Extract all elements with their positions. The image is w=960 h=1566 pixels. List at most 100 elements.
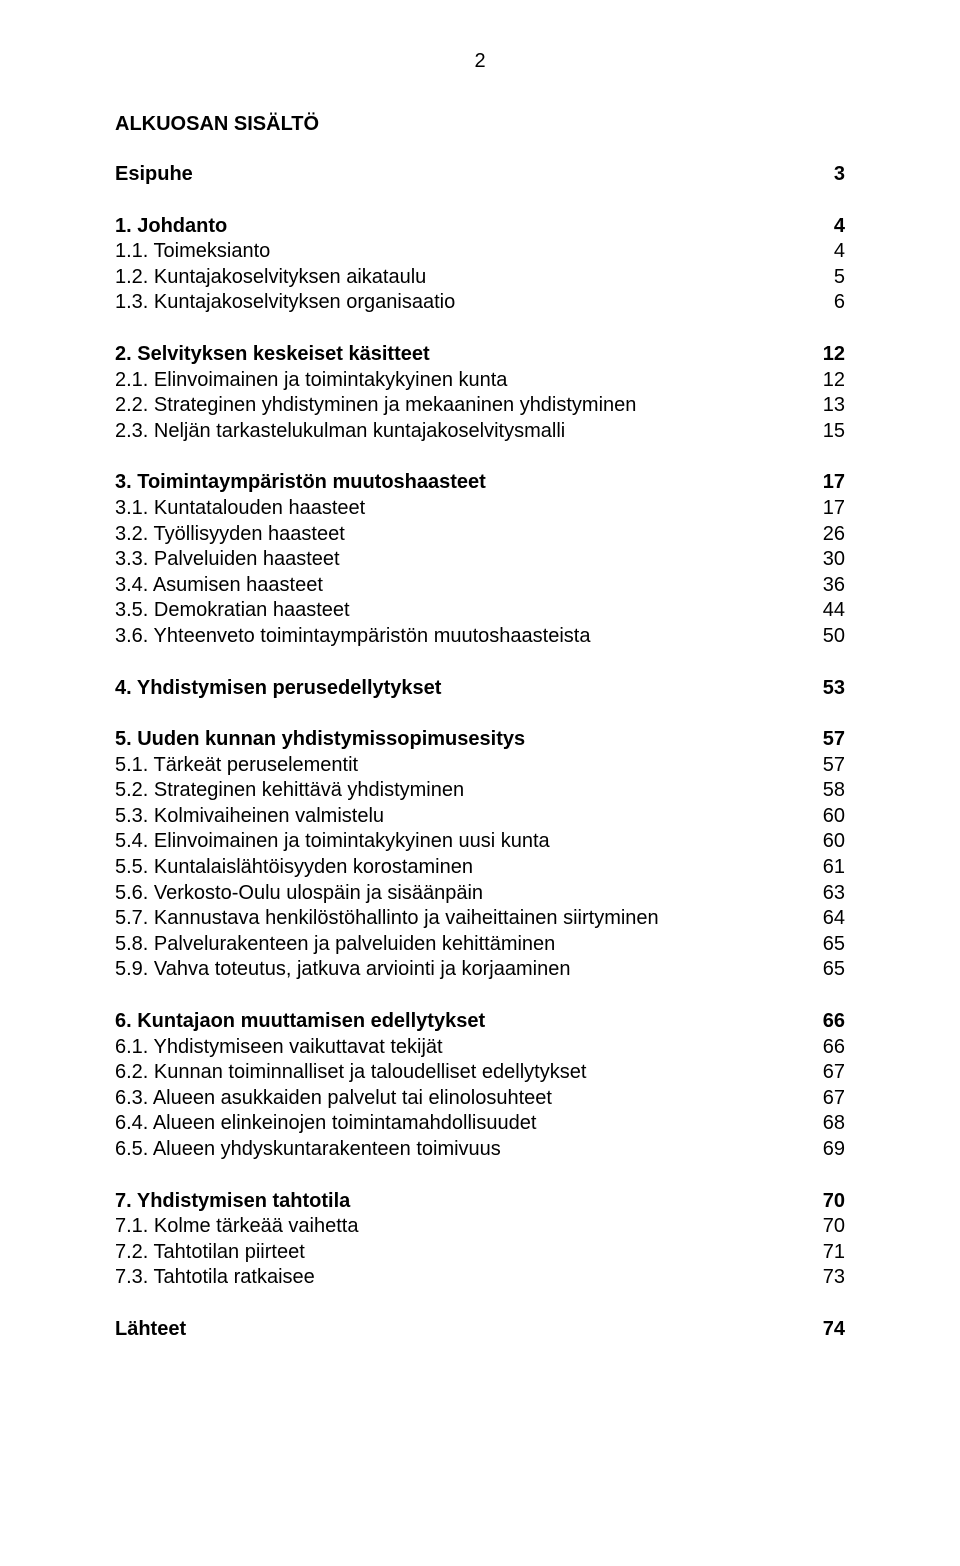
toc-label: 1.2. Kuntajakoselvityksen aikataulu: [115, 265, 805, 291]
toc-row: 2. Selvityksen keskeiset käsitteet12: [115, 342, 845, 368]
toc-label: 1.1. Toimeksianto: [115, 239, 805, 265]
toc-label: 5.4. Elinvoimainen ja toimintakykyinen u…: [115, 829, 805, 855]
page-number: 2: [115, 50, 845, 73]
toc-page: 67: [805, 1086, 845, 1112]
toc-page: 3: [805, 162, 845, 188]
toc-label: 5.3. Kolmivaiheinen valmistelu: [115, 804, 805, 830]
toc-label: 3.5. Demokratian haasteet: [115, 598, 805, 624]
toc-label: 3. Toimintaympäristön muutoshaasteet: [115, 470, 805, 496]
toc-label: 7.2. Tahtotilan piirteet: [115, 1240, 805, 1266]
toc-row: 2.3. Neljän tarkastelukulman kuntajakose…: [115, 419, 845, 445]
toc-label: 3.3. Palveluiden haasteet: [115, 547, 805, 573]
toc-label: 6.5. Alueen yhdyskuntarakenteen toimivuu…: [115, 1137, 805, 1163]
toc-page: 57: [805, 753, 845, 779]
toc-row: 5.9. Vahva toteutus, jatkuva arviointi j…: [115, 957, 845, 983]
toc-label: 7. Yhdistymisen tahtotila: [115, 1189, 805, 1215]
toc-label: 3.2. Työllisyyden haasteet: [115, 522, 805, 548]
toc-label: 5.2. Strateginen kehittävä yhdistyminen: [115, 778, 805, 804]
toc-page: 13: [805, 393, 845, 419]
toc-row: 5.7. Kannustava henkilöstöhallinto ja va…: [115, 906, 845, 932]
toc-label: 5. Uuden kunnan yhdistymissopimusesitys: [115, 727, 805, 753]
toc-row: 6.2. Kunnan toiminnalliset ja taloudelli…: [115, 1060, 845, 1086]
toc-row: 1.1. Toimeksianto4: [115, 239, 845, 265]
toc-page: 70: [805, 1214, 845, 1240]
toc-page: 4: [805, 214, 845, 240]
toc-row: 2.1. Elinvoimainen ja toimintakykyinen k…: [115, 368, 845, 394]
toc-page: 15: [805, 419, 845, 445]
toc-row: 7. Yhdistymisen tahtotila70: [115, 1189, 845, 1215]
toc-row: 7.2. Tahtotilan piirteet71: [115, 1240, 845, 1266]
toc-page: 68: [805, 1111, 845, 1137]
toc-label: 1.3. Kuntajakoselvityksen organisaatio: [115, 290, 805, 316]
toc-label: 5.8. Palvelurakenteen ja palveluiden keh…: [115, 932, 805, 958]
toc-row: 3.5. Demokratian haasteet44: [115, 598, 845, 624]
toc-label: 3.4. Asumisen haasteet: [115, 573, 805, 599]
toc-label: 2.1. Elinvoimainen ja toimintakykyinen k…: [115, 368, 805, 394]
toc-page: 4: [805, 239, 845, 265]
toc-row: 2.2. Strateginen yhdistyminen ja mekaani…: [115, 393, 845, 419]
toc-row: 3.6. Yhteenveto toimintaympäristön muuto…: [115, 624, 845, 650]
document-title: ALKUOSAN SISÄLTÖ: [115, 113, 845, 136]
toc-page: 26: [805, 522, 845, 548]
toc-row: 5.8. Palvelurakenteen ja palveluiden keh…: [115, 932, 845, 958]
toc-label: 6.2. Kunnan toiminnalliset ja taloudelli…: [115, 1060, 805, 1086]
toc-page: 30: [805, 547, 845, 573]
toc-row: 5.6. Verkosto-Oulu ulospäin ja sisäänpäi…: [115, 881, 845, 907]
toc-label: 6.1. Yhdistymiseen vaikuttavat tekijät: [115, 1035, 805, 1061]
toc-row: 6.3. Alueen asukkaiden palvelut tai elin…: [115, 1086, 845, 1112]
toc-row: 5.3. Kolmivaiheinen valmistelu60: [115, 804, 845, 830]
toc-page: 65: [805, 957, 845, 983]
toc-row: 5.4. Elinvoimainen ja toimintakykyinen u…: [115, 829, 845, 855]
toc-row: Esipuhe3: [115, 162, 845, 188]
toc-page: 58: [805, 778, 845, 804]
toc-row: 5.5. Kuntalaislähtöisyyden korostaminen6…: [115, 855, 845, 881]
toc-row: 6.4. Alueen elinkeinojen toimintamahdoll…: [115, 1111, 845, 1137]
toc-label: Esipuhe: [115, 162, 805, 188]
toc-row: 6.1. Yhdistymiseen vaikuttavat tekijät66: [115, 1035, 845, 1061]
toc-page: 73: [805, 1265, 845, 1291]
toc-label: 5.9. Vahva toteutus, jatkuva arviointi j…: [115, 957, 805, 983]
toc-label: 5.5. Kuntalaislähtöisyyden korostaminen: [115, 855, 805, 881]
toc-row: 1.3. Kuntajakoselvityksen organisaatio6: [115, 290, 845, 316]
toc-page: 44: [805, 598, 845, 624]
toc-label: Lähteet: [115, 1317, 805, 1343]
toc-page: 57: [805, 727, 845, 753]
toc-row: 3.3. Palveluiden haasteet30: [115, 547, 845, 573]
toc-row: 5. Uuden kunnan yhdistymissopimusesitys5…: [115, 727, 845, 753]
table-of-contents: Esipuhe31. Johdanto41.1. Toimeksianto41.…: [115, 162, 845, 1343]
toc-row: 3.2. Työllisyyden haasteet26: [115, 522, 845, 548]
toc-row: 6. Kuntajaon muuttamisen edellytykset66: [115, 1009, 845, 1035]
toc-page: 12: [805, 342, 845, 368]
toc-page: 61: [805, 855, 845, 881]
toc-page: 66: [805, 1009, 845, 1035]
toc-row: 5.2. Strateginen kehittävä yhdistyminen5…: [115, 778, 845, 804]
toc-row: 7.1. Kolme tärkeää vaihetta70: [115, 1214, 845, 1240]
toc-label: 2. Selvityksen keskeiset käsitteet: [115, 342, 805, 368]
toc-page: 12: [805, 368, 845, 394]
toc-label: 3.6. Yhteenveto toimintaympäristön muuto…: [115, 624, 805, 650]
toc-row: 7.3. Tahtotila ratkaisee73: [115, 1265, 845, 1291]
toc-label: 5.1. Tärkeät peruselementit: [115, 753, 805, 779]
toc-label: 5.7. Kannustava henkilöstöhallinto ja va…: [115, 906, 805, 932]
toc-row: 4. Yhdistymisen perusedellytykset53: [115, 676, 845, 702]
toc-page: 17: [805, 496, 845, 522]
toc-page: 6: [805, 290, 845, 316]
toc-page: 69: [805, 1137, 845, 1163]
toc-page: 63: [805, 881, 845, 907]
toc-row: Lähteet74: [115, 1317, 845, 1343]
toc-page: 70: [805, 1189, 845, 1215]
toc-label: 7.3. Tahtotila ratkaisee: [115, 1265, 805, 1291]
toc-page: 67: [805, 1060, 845, 1086]
toc-label: 4. Yhdistymisen perusedellytykset: [115, 676, 805, 702]
toc-row: 3. Toimintaympäristön muutoshaasteet17: [115, 470, 845, 496]
toc-row: 1. Johdanto4: [115, 214, 845, 240]
toc-label: 2.3. Neljän tarkastelukulman kuntajakose…: [115, 419, 805, 445]
toc-label: 6. Kuntajaon muuttamisen edellytykset: [115, 1009, 805, 1035]
toc-page: 53: [805, 676, 845, 702]
toc-page: 5: [805, 265, 845, 291]
toc-page: 71: [805, 1240, 845, 1266]
toc-row: 1.2. Kuntajakoselvityksen aikataulu5: [115, 265, 845, 291]
toc-row: 5.1. Tärkeät peruselementit57: [115, 753, 845, 779]
toc-page: 64: [805, 906, 845, 932]
toc-page: 66: [805, 1035, 845, 1061]
